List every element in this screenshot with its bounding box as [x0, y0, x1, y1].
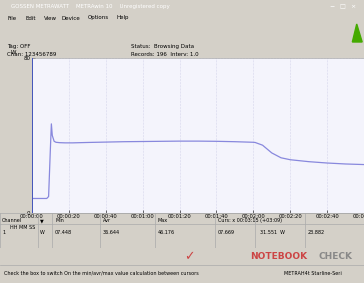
Text: GOSSEN METRAWATT    METRAwin 10    Unregistered copy: GOSSEN METRAWATT METRAwin 10 Unregistere…	[11, 4, 170, 9]
Text: Min: Min	[55, 218, 64, 223]
Text: View: View	[44, 16, 57, 20]
Text: W: W	[11, 50, 16, 55]
Text: ▼: ▼	[40, 218, 44, 223]
Text: CHECK: CHECK	[318, 252, 353, 261]
Text: HH MM SS: HH MM SS	[11, 225, 36, 230]
Text: W: W	[40, 230, 45, 235]
Text: METRAH4t Starline-Seri: METRAH4t Starline-Seri	[284, 271, 342, 276]
Text: ✓: ✓	[185, 250, 195, 263]
Text: Curs: x 00:03:15 (+03:09): Curs: x 00:03:15 (+03:09)	[218, 218, 282, 223]
Text: 07.448: 07.448	[55, 230, 72, 235]
Polygon shape	[352, 24, 362, 42]
Text: 07.669: 07.669	[218, 230, 235, 235]
Text: Tag: OFF: Tag: OFF	[7, 44, 31, 49]
Text: Status:  Browsing Data: Status: Browsing Data	[131, 44, 194, 49]
Text: 36.644: 36.644	[103, 230, 120, 235]
Text: NOTEBOOK: NOTEBOOK	[250, 252, 307, 261]
Text: Avr: Avr	[103, 218, 111, 223]
Text: Chan: 123456789: Chan: 123456789	[7, 53, 57, 57]
Text: Options: Options	[87, 16, 108, 20]
Text: 1: 1	[2, 230, 5, 235]
Text: 23.882: 23.882	[308, 230, 325, 235]
Text: Records: 196  Interv: 1.0: Records: 196 Interv: 1.0	[131, 53, 199, 57]
Text: Help: Help	[116, 16, 129, 20]
Text: File: File	[7, 16, 16, 20]
Text: Max: Max	[158, 218, 168, 223]
Text: 31.551  W: 31.551 W	[260, 230, 285, 235]
Text: Channel: Channel	[2, 218, 22, 223]
Text: 46.176: 46.176	[158, 230, 175, 235]
Text: ×: ×	[349, 4, 357, 9]
Text: Edit: Edit	[25, 16, 36, 20]
Text: □: □	[338, 4, 346, 9]
Text: −: −	[328, 4, 335, 9]
Text: Check the box to switch On the min/avr/max value calculation between cursors: Check the box to switch On the min/avr/m…	[4, 271, 198, 276]
Text: Device: Device	[62, 16, 81, 20]
